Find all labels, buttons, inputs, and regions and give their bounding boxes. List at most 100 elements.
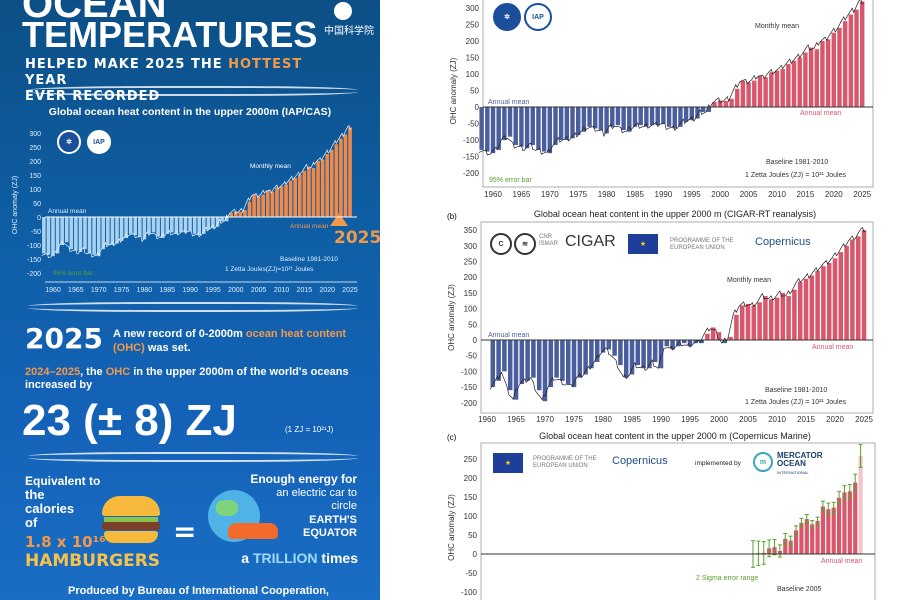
x-tick-label: 2000 [711, 190, 729, 199]
y-tick-label: 200 [466, 37, 480, 46]
trillion-b: times [317, 550, 358, 566]
bar [524, 107, 530, 149]
annotation-baseline: Baseline 1981-2010 [766, 159, 828, 166]
y-tick-label: 0 [475, 103, 480, 112]
record-text: A new record of 0-2000m ocean heat conte… [113, 327, 368, 355]
bar [752, 80, 757, 107]
bar [266, 190, 270, 217]
bar [763, 77, 768, 107]
x-tick-label: 1990 [652, 415, 670, 424]
bar [623, 340, 629, 378]
bar [797, 281, 803, 340]
bar [699, 340, 704, 344]
y-tick-label: -200 [461, 399, 478, 408]
bar [530, 107, 535, 145]
bar [119, 217, 124, 241]
monthly-mean-line [489, 227, 866, 401]
x-tick-label: 2010 [768, 190, 786, 199]
bar [570, 107, 575, 139]
x-tick-label: 1970 [536, 415, 554, 424]
annotation-error: 95% error bar [489, 177, 532, 184]
y-tick-label: 150 [466, 54, 480, 63]
plot-frame [482, 0, 874, 188]
y-tick-label: 150 [464, 493, 478, 502]
bar [293, 177, 297, 217]
y-tick-label: 200 [464, 273, 478, 282]
x-tick-label: 2025 [853, 190, 871, 199]
bar [507, 107, 513, 137]
bar [583, 340, 588, 375]
bar [722, 340, 728, 344]
y-tick-label: -150 [463, 153, 480, 162]
y-tick-label: 0 [37, 215, 41, 222]
bar [156, 217, 160, 237]
bar [831, 32, 837, 107]
bar [496, 340, 501, 381]
bar [325, 154, 329, 217]
bar [629, 340, 635, 375]
bar [151, 217, 156, 233]
trillion-text: a TRILLION times [200, 550, 358, 566]
y-tick-label: 350 [464, 226, 478, 235]
y-tick-label: 250 [29, 145, 41, 152]
bar [261, 194, 266, 217]
bar [728, 336, 733, 340]
cas-logo-icon: ✲ [57, 130, 81, 154]
panel-c-label: (c) [447, 433, 457, 442]
triangle-marker-icon [330, 213, 348, 226]
bar [820, 41, 825, 107]
y-tick-label: -200 [463, 169, 480, 178]
bar [519, 340, 525, 384]
bar [55, 217, 60, 254]
bar [814, 49, 819, 107]
bar [183, 217, 188, 233]
bar [206, 217, 211, 230]
bar [705, 333, 710, 340]
y-tick-label: 150 [464, 289, 478, 298]
bar [831, 507, 836, 554]
bar [96, 217, 101, 257]
bar [791, 60, 797, 107]
bar [553, 107, 558, 145]
copernicus-logo: Copernicus [612, 455, 668, 467]
bar [847, 491, 852, 554]
ismar-logo-icon: ≋ [514, 233, 536, 255]
subtitle-text: HELPED MAKE 2025 THE [25, 57, 229, 72]
annotation-baseline: Baseline 2005 [777, 586, 821, 593]
cas-emblem-icon [334, 2, 352, 20]
unit-note: (1 ZJ = 10²¹J) [285, 425, 334, 434]
x-tick-label: 2020 [825, 190, 843, 199]
title-ocean: OCEAN [22, 0, 167, 26]
programme-eu-text: PROGRAMME OF THE EUROPEAN UNION [533, 456, 597, 469]
bar [110, 217, 115, 245]
mercator-logo-icon: m [753, 452, 773, 472]
bar [768, 299, 774, 340]
record-highlight: ocean heat content (OHC) [113, 328, 347, 354]
annotation-annual-pos: Annual mean [821, 558, 862, 565]
bar [706, 107, 712, 112]
bar [211, 217, 215, 229]
annotation-annual-neg: Annual mean [48, 208, 87, 215]
bar [46, 217, 51, 255]
subtitle-hottest: HOTTEST [228, 57, 303, 72]
x-tick-label: 2010 [768, 415, 786, 424]
bar [587, 107, 592, 127]
y-tick-label: -50 [31, 229, 41, 236]
bar [334, 144, 339, 217]
y-tick-label: 200 [464, 474, 478, 483]
bar [302, 170, 307, 217]
x-tick-label: 1965 [68, 287, 84, 294]
x-tick-label: 1980 [137, 287, 153, 294]
x-tick-label: 2005 [739, 415, 757, 424]
hamburger-icon [102, 496, 160, 544]
y-tick-label: 300 [466, 4, 480, 13]
y-tick-label: -100 [463, 136, 480, 145]
y-tick-label: 0 [473, 336, 478, 345]
bar [780, 292, 786, 340]
cigar-logo: CIGAR [565, 233, 616, 250]
annotation-unit: 1 Zetta Joules (ZJ) = 10²¹ Joules [745, 172, 846, 179]
increase-text-b: in the upper 2000m of the world's oceans… [25, 366, 349, 391]
bar [647, 340, 652, 369]
bar [589, 340, 594, 369]
cas-logo-icon: ✲ [493, 3, 521, 31]
